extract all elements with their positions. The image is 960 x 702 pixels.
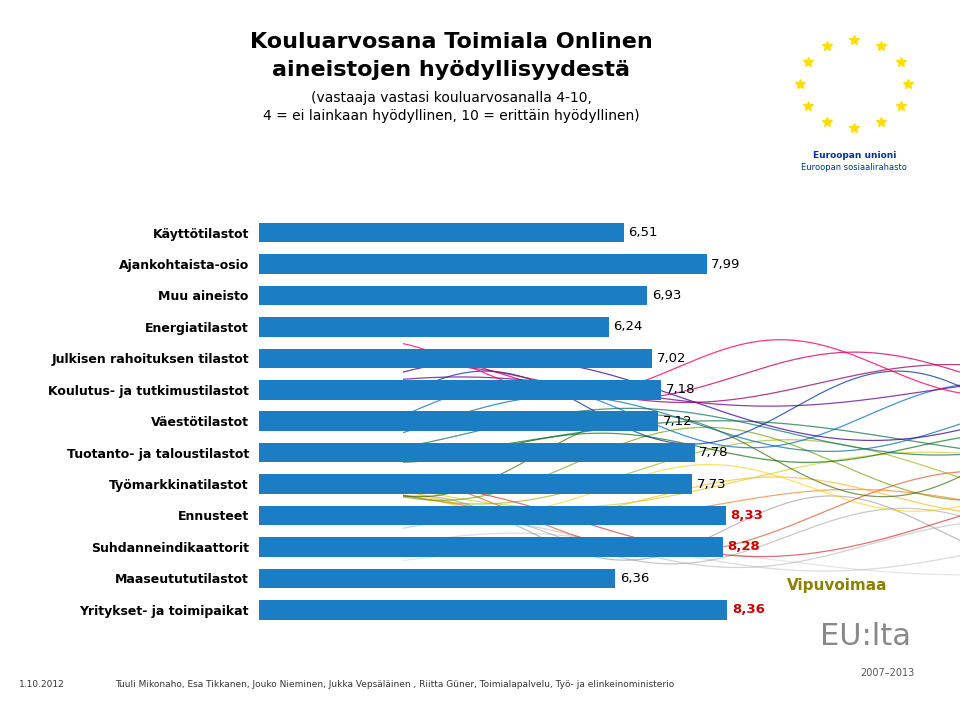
Text: aineistojen hyödyllisyydestä: aineistojen hyödyllisyydestä (273, 60, 630, 79)
Bar (259, 317, 609, 337)
Text: (vastaaja vastasi kouluarvosanalla 4-10,: (vastaaja vastasi kouluarvosanalla 4-10, (311, 91, 591, 105)
Text: 4 = ei lainkaan hyödyllinen, 10 = erittäin hyödyllinen): 4 = ei lainkaan hyödyllinen, 10 = erittä… (263, 109, 639, 123)
Text: 8,36: 8,36 (732, 603, 765, 616)
Text: 6,24: 6,24 (613, 320, 642, 333)
Bar (259, 537, 723, 557)
Text: 2007–2013: 2007–2013 (860, 668, 915, 678)
Bar (259, 380, 661, 399)
Bar (259, 475, 692, 494)
Text: 7,02: 7,02 (657, 352, 686, 365)
Text: Tuuli Mikonaho, Esa Tikkanen, Jouko Nieminen, Jukka Vepsäläinen , Riitta Güner, : Tuuli Mikonaho, Esa Tikkanen, Jouko Niem… (115, 680, 675, 689)
Text: 8,33: 8,33 (731, 509, 763, 522)
Text: 7,78: 7,78 (699, 446, 729, 459)
Text: 6,93: 6,93 (652, 289, 682, 302)
Text: 7,18: 7,18 (666, 383, 695, 396)
Text: Euroopan sosiaalirahasto: Euroopan sosiaalirahasto (802, 163, 907, 172)
Text: 6,36: 6,36 (620, 572, 649, 585)
Text: Euroopan unioni: Euroopan unioni (813, 151, 896, 160)
Bar (259, 349, 652, 368)
Text: 8,28: 8,28 (728, 541, 760, 553)
Bar (259, 443, 695, 463)
Text: 1.10.2012: 1.10.2012 (19, 680, 65, 689)
Text: Vipuvoimaa: Vipuvoimaa (787, 578, 888, 593)
Text: 7,73: 7,73 (697, 477, 726, 491)
Text: 7,12: 7,12 (662, 415, 692, 428)
Bar (259, 411, 658, 431)
Text: Kouluarvosana Toimiala Onlinen: Kouluarvosana Toimiala Onlinen (250, 32, 653, 51)
Text: 6,51: 6,51 (628, 226, 658, 239)
Text: 7,99: 7,99 (711, 258, 740, 270)
Bar (259, 569, 615, 588)
Bar (259, 223, 624, 242)
Bar (259, 505, 726, 525)
Bar (259, 600, 728, 620)
Bar (259, 286, 647, 305)
Text: EU:lta: EU:lta (820, 623, 911, 651)
Bar (259, 254, 707, 274)
